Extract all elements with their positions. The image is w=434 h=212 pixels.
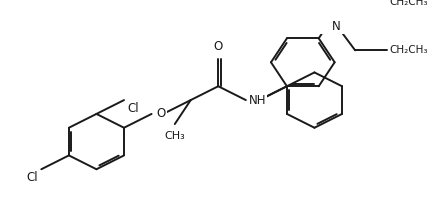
Text: O: O xyxy=(214,40,223,53)
Text: CH₂CH₃: CH₂CH₃ xyxy=(390,45,428,55)
Text: N: N xyxy=(332,20,340,33)
Text: CH₂CH₃: CH₂CH₃ xyxy=(390,0,428,7)
Text: Cl: Cl xyxy=(27,171,39,184)
Text: O: O xyxy=(156,107,166,120)
Text: Cl: Cl xyxy=(127,102,138,115)
Text: CH₃: CH₃ xyxy=(164,131,185,141)
Text: NH: NH xyxy=(249,93,266,107)
